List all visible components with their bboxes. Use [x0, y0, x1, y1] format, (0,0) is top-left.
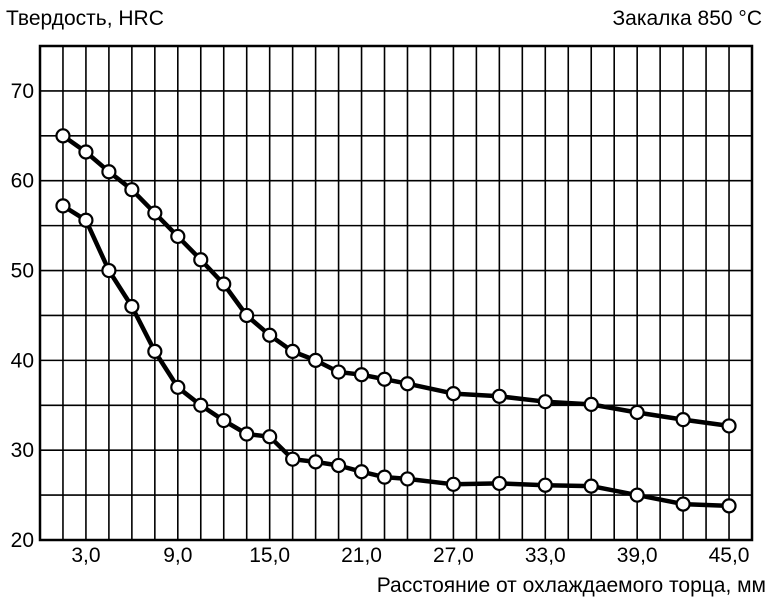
series-line [61, 203, 730, 509]
data-point [239, 307, 255, 324]
data-point [445, 385, 462, 402]
data-point [78, 212, 94, 228]
data-point [239, 426, 255, 442]
y-axis-title: Твердость, HRC [6, 7, 164, 30]
data-point [629, 404, 645, 421]
data-point [721, 498, 737, 514]
y-tick-label: 60 [11, 170, 34, 193]
y-tick-label: 30 [11, 439, 34, 462]
data-point [376, 371, 393, 387]
series-2 [55, 198, 737, 514]
data-point [101, 164, 117, 180]
data-point [399, 471, 416, 487]
data-point [101, 262, 117, 279]
tick-labels: 3,0 9,0 15,0 21,0 27,0 33,0 39,0 45,0 20 30 40 50 60… [11, 80, 750, 567]
data-point [308, 352, 324, 368]
x-tick-label: 45,0 [709, 544, 750, 567]
x-tick-label: 39,0 [617, 544, 658, 567]
series-layer [55, 128, 737, 514]
x-tick-label: 3,0 [71, 544, 100, 567]
data-point [124, 298, 140, 315]
data-point [376, 469, 393, 485]
y-tick-label: 20 [11, 529, 34, 552]
data-point [147, 343, 163, 359]
data-point [78, 144, 94, 160]
x-axis-label: Расстояние от охлаждаемого торца, мм [377, 574, 766, 597]
data-point [675, 412, 691, 428]
data-point [170, 228, 186, 245]
data-point [55, 128, 71, 144]
x-tick-label: 27,0 [433, 544, 474, 567]
data-point [147, 205, 163, 221]
data-point [537, 394, 553, 410]
data-point [193, 397, 209, 413]
data-point [675, 496, 691, 512]
data-point [308, 454, 324, 470]
data-point [285, 451, 301, 467]
y-tick-label: 40 [11, 349, 34, 372]
data-point [216, 412, 232, 429]
y-tick-label: 70 [11, 80, 34, 103]
data-point [583, 478, 599, 494]
data-point [285, 343, 301, 359]
data-point [537, 477, 553, 493]
quench-temperature-title: Закалка 850 °C [612, 7, 762, 30]
data-point [330, 457, 347, 474]
grid [40, 46, 752, 540]
data-point [399, 376, 416, 392]
plot-frame [38, 44, 754, 542]
y-tick-label: 50 [11, 260, 34, 283]
series-1 [55, 128, 737, 434]
data-point [124, 182, 140, 198]
x-tick-label: 15,0 [249, 544, 290, 567]
data-point [583, 396, 599, 412]
data-point [216, 276, 232, 292]
data-point [170, 379, 186, 395]
data-point [721, 418, 737, 434]
data-point [445, 476, 462, 492]
data-point [491, 388, 507, 404]
data-point [193, 252, 209, 268]
series-line [61, 133, 730, 429]
x-tick-label: 33,0 [525, 544, 566, 567]
data-point [353, 367, 370, 383]
x-tick-label: 21,0 [341, 544, 382, 567]
data-point [55, 198, 71, 214]
data-point [629, 487, 645, 503]
data-point [353, 464, 370, 480]
data-point [262, 327, 278, 343]
data-point [262, 429, 278, 445]
data-point [330, 364, 347, 380]
x-tick-label: 9,0 [163, 544, 192, 567]
data-point [491, 475, 507, 492]
